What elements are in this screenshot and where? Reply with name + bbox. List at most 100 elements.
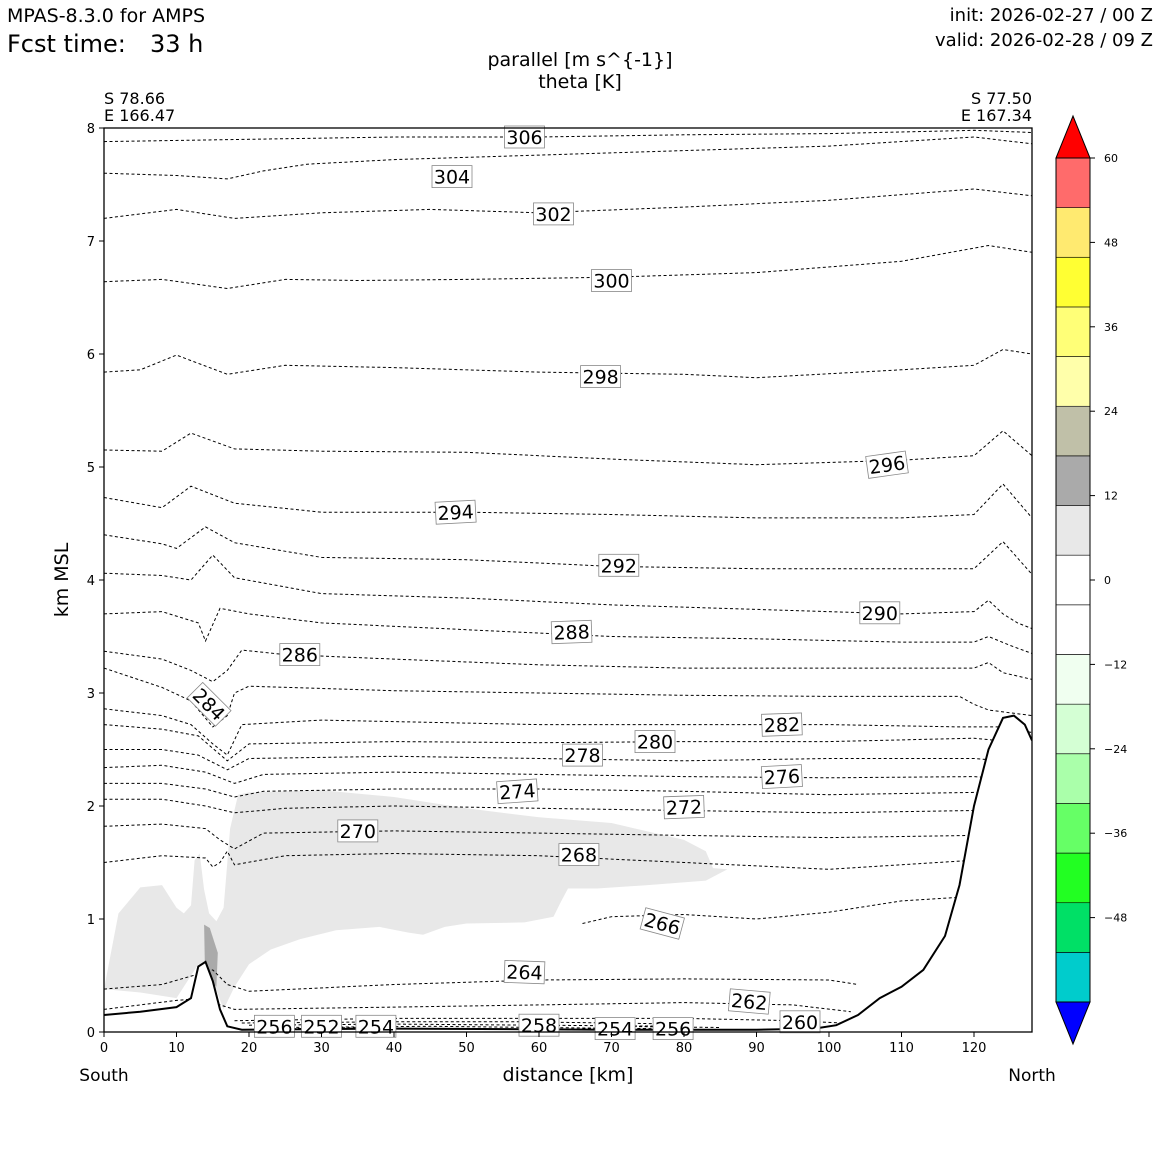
- colorbar-extend-max: [1055, 114, 1091, 159]
- theta-contour-282: [104, 708, 1032, 756]
- contour-label-296: 296: [865, 450, 909, 479]
- contour-label-264: 264: [503, 959, 546, 985]
- colorbar-segment: [1055, 256, 1091, 308]
- colorbar-tick-label: 0: [1104, 574, 1111, 587]
- terrain-fill: [104, 715, 1032, 1032]
- init-time: init: 2026-02-27 / 00 Z: [949, 5, 1153, 26]
- theta-contour-270: [104, 823, 1032, 850]
- theta-contour-292: [104, 526, 1032, 575]
- model-title: MPAS-8.3.0 for AMPS: [7, 5, 206, 27]
- svg-text:280: 280: [637, 732, 673, 754]
- x-axis-label: distance [km]: [502, 1064, 634, 1086]
- contour-label-300: 300: [591, 269, 632, 293]
- theta-contour-306: [104, 129, 1032, 143]
- theta-contour-264: [104, 969, 859, 992]
- x-tick-label: 90: [748, 1041, 765, 1056]
- contour-label-290: 290: [859, 601, 901, 625]
- contour-label-288: 288: [550, 619, 593, 645]
- north-label: North: [1008, 1066, 1056, 1086]
- colorbar-segment: [1055, 852, 1091, 904]
- contour-label-268: 268: [558, 843, 600, 867]
- colorbar-segment: [1055, 654, 1091, 705]
- colorbar-segment: [1055, 952, 1091, 1003]
- svg-text:298: 298: [582, 367, 618, 389]
- contour-label-254: 254: [355, 1014, 397, 1038]
- colorbar-segment: [1055, 604, 1091, 655]
- x-tick-label: 0: [100, 1041, 108, 1056]
- fcst-time-value: 33 h: [150, 30, 204, 58]
- left-end-lon: E 166.47: [104, 106, 176, 125]
- theta-contour-286: [104, 649, 1032, 683]
- chart-title-theta: theta [K]: [538, 71, 622, 93]
- colorbar-segment: [1055, 455, 1091, 506]
- contour-label-260: 260: [779, 1010, 821, 1034]
- theta-contour-280: [104, 724, 1032, 762]
- colorbar-tick-label: 48: [1104, 236, 1118, 249]
- colorbar-segment: [1055, 703, 1091, 755]
- y-tick-label: 1: [87, 913, 95, 928]
- colorbar-segment: [1055, 306, 1091, 357]
- theta-contour-272: [104, 798, 1032, 816]
- svg-text:260: 260: [782, 1012, 818, 1034]
- contour-label-254: 254: [594, 1017, 636, 1041]
- svg-text:296: 296: [868, 452, 907, 479]
- colorbar-tick-label: −12: [1104, 658, 1127, 671]
- theta-contour-302: [104, 188, 1032, 219]
- y-tick-label: 7: [87, 235, 95, 250]
- theta-contour-300: [104, 244, 1032, 290]
- colorbar-tick-label: −48: [1104, 912, 1127, 925]
- left-end-lat: S 78.66: [104, 89, 166, 108]
- svg-text:292: 292: [601, 555, 637, 577]
- theta-contour-276: [104, 764, 1032, 784]
- contour-label-256: 256: [253, 1014, 295, 1038]
- x-tick-label: 30: [313, 1041, 330, 1056]
- colorbar-segment: [1055, 157, 1091, 208]
- svg-text:294: 294: [437, 501, 474, 525]
- right-end-lon: E 167.34: [960, 106, 1032, 125]
- south-label: South: [79, 1066, 129, 1086]
- colorbar-segment: [1055, 505, 1091, 556]
- svg-text:304: 304: [434, 167, 470, 189]
- svg-text:306: 306: [506, 127, 542, 149]
- colorbar-segment: [1055, 902, 1091, 953]
- svg-text:252: 252: [303, 1016, 339, 1038]
- svg-text:256: 256: [256, 1016, 292, 1038]
- svg-text:282: 282: [763, 714, 800, 737]
- x-tick-label: 60: [531, 1041, 548, 1056]
- y-tick-label: 4: [87, 574, 95, 589]
- y-tick-label: 2: [87, 800, 95, 815]
- theta-contour-304: [104, 136, 1032, 180]
- contour-label-274: 274: [496, 778, 539, 805]
- y-tick-label: 3: [87, 687, 95, 702]
- contour-label-302: 302: [533, 202, 574, 226]
- svg-text:268: 268: [561, 845, 597, 867]
- y-tick-label: 5: [87, 461, 95, 476]
- contour-label-282: 282: [761, 712, 803, 737]
- contour-label-286: 286: [279, 643, 321, 667]
- colorbar-extend-min: [1055, 1001, 1091, 1046]
- colorbar-segment: [1055, 753, 1091, 804]
- y-tick-label: 0: [87, 1026, 95, 1041]
- contour-label-278: 278: [562, 743, 603, 767]
- contour-label-266: 266: [639, 907, 685, 940]
- colorbar-tick-label: 60: [1104, 152, 1118, 165]
- colorbar-tick-label: 24: [1104, 405, 1118, 418]
- colorbar-tick-label: −24: [1104, 743, 1127, 756]
- svg-text:254: 254: [358, 1016, 394, 1038]
- svg-text:274: 274: [499, 780, 537, 804]
- svg-text:288: 288: [553, 621, 590, 644]
- x-tick-label: 120: [962, 1041, 987, 1056]
- theta-contour-290: [104, 554, 1032, 630]
- right-end-lat: S 77.50: [970, 89, 1032, 108]
- colorbar-tick-label: 12: [1104, 490, 1118, 503]
- contour-label-262: 262: [727, 988, 771, 1015]
- x-tick-label: 110: [889, 1041, 914, 1056]
- contour-label-280: 280: [634, 730, 676, 754]
- theta-contour-298: [104, 348, 1032, 379]
- fcst-time-label: Fcst time:: [7, 30, 126, 58]
- contour-label-256: 256: [652, 1017, 694, 1041]
- svg-text:286: 286: [282, 645, 318, 667]
- theta-contour-258: [241, 1021, 685, 1025]
- colorbar-tick-label: 36: [1104, 321, 1118, 334]
